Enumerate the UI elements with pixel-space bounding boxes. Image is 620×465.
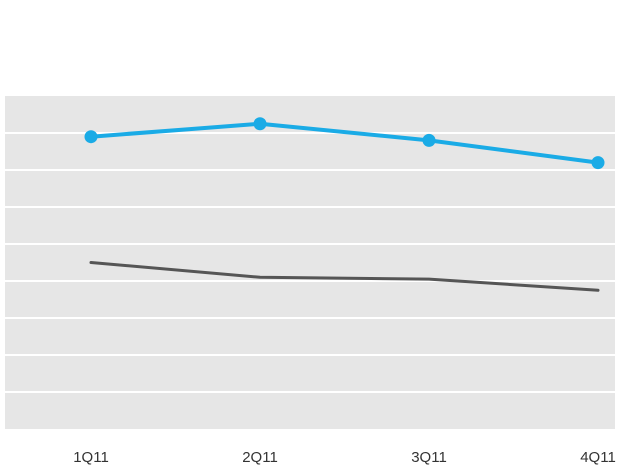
series-layer: [84, 117, 605, 292]
series-1-point: [253, 117, 267, 131]
x-tick-label: 4Q11: [580, 449, 616, 465]
x-axis: 1Q11 2Q11 3Q11 4Q11: [73, 449, 616, 465]
x-tick-label: 2Q11: [242, 449, 278, 465]
x-tick-label: 1Q11: [73, 449, 109, 465]
series-1-point: [591, 156, 605, 170]
series-1-line: [89, 121, 600, 165]
series-1-point: [422, 133, 436, 147]
series-2-line: [89, 261, 600, 292]
series-1-point: [84, 130, 98, 144]
x-tick-label: 3Q11: [411, 449, 447, 465]
gridlines: [5, 132, 615, 393]
